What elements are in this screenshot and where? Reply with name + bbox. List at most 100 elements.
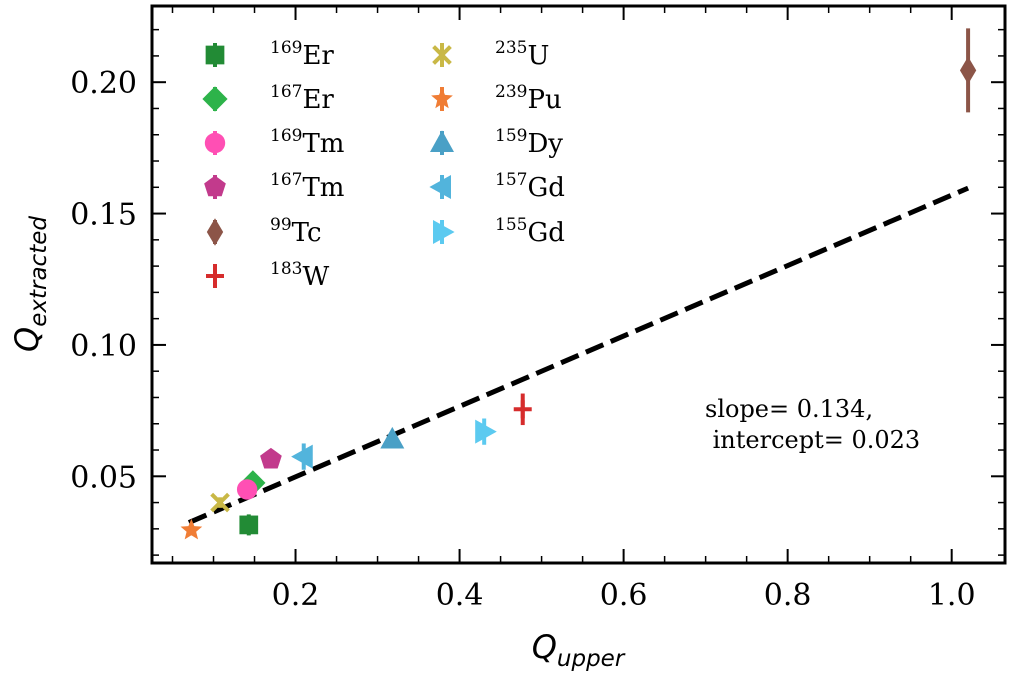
point-239-pu bbox=[180, 518, 203, 540]
legend-mass-number: 169 bbox=[270, 38, 302, 58]
legend-element: Gd bbox=[527, 218, 564, 248]
fit-annotation: slope= 0.134, intercept= 0.023 bbox=[705, 395, 920, 454]
point-235-u bbox=[210, 492, 230, 513]
legend-label: 183W bbox=[270, 259, 329, 292]
legend-item-167-er: 167Er bbox=[202, 82, 334, 115]
x-tick-label: 0.2 bbox=[272, 578, 320, 613]
y-tick-label: 0.15 bbox=[70, 198, 137, 233]
marker-plus bbox=[513, 400, 532, 419]
axis-ticks: 0.2 0.4 0.6 0.8 1.0 0.05 0.10 0.15 0.20 bbox=[70, 6, 1005, 613]
legend-label: 99Tc bbox=[270, 215, 322, 248]
legend-label: 159Dy bbox=[495, 126, 563, 159]
legend-element: Tm bbox=[302, 129, 344, 159]
point-157-gd bbox=[291, 443, 313, 470]
legend-marker-triangle-up bbox=[430, 130, 454, 152]
legend-item-169-er: 169Er bbox=[205, 38, 334, 71]
legend-element: Pu bbox=[527, 85, 561, 115]
legend-element: W bbox=[302, 262, 329, 292]
data-points bbox=[180, 28, 977, 540]
marker-circle bbox=[236, 479, 258, 500]
point-183-w bbox=[513, 393, 532, 426]
legend-item-99-tc: 99Tc bbox=[206, 215, 322, 248]
legend-label: 235U bbox=[495, 38, 549, 71]
legend-marker-plus bbox=[206, 267, 224, 285]
legend-marker-thin-diamond bbox=[206, 218, 224, 246]
point-169-tm bbox=[236, 479, 258, 500]
legend-item-169-tm: 169Tm bbox=[204, 126, 344, 159]
legend-mass-number: 235 bbox=[495, 38, 527, 58]
marker-x bbox=[210, 492, 230, 513]
legend-marker-x bbox=[432, 45, 452, 65]
legend-mass-number: 169 bbox=[270, 126, 302, 146]
legend-mass-number: 167 bbox=[270, 170, 302, 190]
legend-mass-number: 99 bbox=[270, 215, 292, 235]
point-155-gd bbox=[475, 418, 497, 445]
marker-thin-diamond bbox=[959, 56, 977, 85]
x-tick-label: 1.0 bbox=[928, 578, 976, 613]
legend-marker-diamond bbox=[202, 86, 228, 112]
legend-item-183-w: 183W bbox=[206, 259, 329, 292]
legend-label: 167Er bbox=[270, 82, 334, 115]
fit-line bbox=[187, 185, 970, 525]
y-tick-label: 0.05 bbox=[70, 460, 137, 495]
legend-element: Dy bbox=[527, 129, 563, 159]
annotation-slope: slope= 0.134, bbox=[705, 395, 873, 423]
legend-item-239-pu: 239Pu bbox=[431, 82, 562, 115]
x-axis-label: Qupper bbox=[532, 628, 626, 672]
y-tick-label: 0.20 bbox=[70, 66, 137, 101]
legend-element: Tc bbox=[292, 218, 322, 248]
legend-label: 167Tm bbox=[270, 170, 344, 203]
y-axis-label: Qextracted bbox=[8, 216, 52, 352]
marker-triangle-up bbox=[380, 426, 405, 449]
plot-frame bbox=[150, 4, 1007, 565]
legend-label: 239Pu bbox=[495, 82, 562, 115]
legend-item-159-dy: 159Dy bbox=[430, 126, 563, 159]
marker-square bbox=[239, 515, 259, 535]
point-169-er bbox=[239, 514, 259, 536]
legend-mass-number: 159 bbox=[495, 126, 527, 146]
marker-triangle-right bbox=[475, 419, 497, 444]
y-axis-label-sub: extracted bbox=[26, 216, 52, 327]
fit-line-group bbox=[187, 185, 970, 525]
point-167-tm bbox=[260, 447, 282, 469]
legend-element: Gd bbox=[527, 173, 564, 203]
x-tick-label: 0.8 bbox=[764, 578, 812, 613]
legend-marker-triangle-left bbox=[429, 175, 451, 199]
annotation-intercept: intercept= 0.023 bbox=[705, 426, 920, 454]
legend-item-167-tm: 167Tm bbox=[204, 170, 344, 203]
legend-marker-circle bbox=[204, 132, 226, 154]
x-axis-label-sub: upper bbox=[557, 646, 626, 672]
legend-item-155-gd: 155Gd bbox=[433, 215, 565, 248]
marker-star bbox=[180, 518, 203, 540]
legend-label: 169Tm bbox=[270, 126, 344, 159]
legend-element: Er bbox=[302, 85, 334, 115]
legend-element: U bbox=[527, 41, 549, 71]
marker-pentagon bbox=[260, 447, 282, 469]
legend-mass-number: 239 bbox=[495, 82, 527, 102]
legend-marker-square bbox=[205, 45, 225, 65]
legend: 169Er167Er169Tm167Tm99Tc183W235U239Pu159… bbox=[202, 38, 565, 292]
point-99-tc bbox=[959, 28, 977, 113]
legend-label: 157Gd bbox=[495, 170, 565, 203]
legend-marker-star bbox=[431, 87, 453, 109]
legend-element: Tm bbox=[302, 173, 344, 203]
x-axis-label-main: Q bbox=[532, 628, 557, 666]
y-tick-label: 0.10 bbox=[70, 329, 137, 364]
legend-marker-triangle-right bbox=[433, 220, 455, 244]
marker-triangle-left bbox=[291, 444, 313, 469]
legend-mass-number: 183 bbox=[270, 259, 302, 279]
x-tick-label: 0.6 bbox=[600, 578, 648, 613]
legend-item-157-gd: 157Gd bbox=[429, 170, 565, 203]
legend-mass-number: 157 bbox=[495, 170, 527, 190]
legend-label: 169Er bbox=[270, 38, 334, 71]
legend-label: 155Gd bbox=[495, 215, 565, 248]
legend-mass-number: 155 bbox=[495, 215, 527, 235]
legend-mass-number: 167 bbox=[270, 82, 302, 102]
legend-marker-pentagon bbox=[204, 175, 226, 197]
x-tick-label: 0.4 bbox=[436, 578, 484, 613]
legend-item-235-u: 235U bbox=[432, 38, 549, 71]
point-159-dy bbox=[380, 426, 405, 449]
legend-element: Er bbox=[302, 41, 334, 71]
y-axis-label-main: Q bbox=[8, 327, 46, 352]
